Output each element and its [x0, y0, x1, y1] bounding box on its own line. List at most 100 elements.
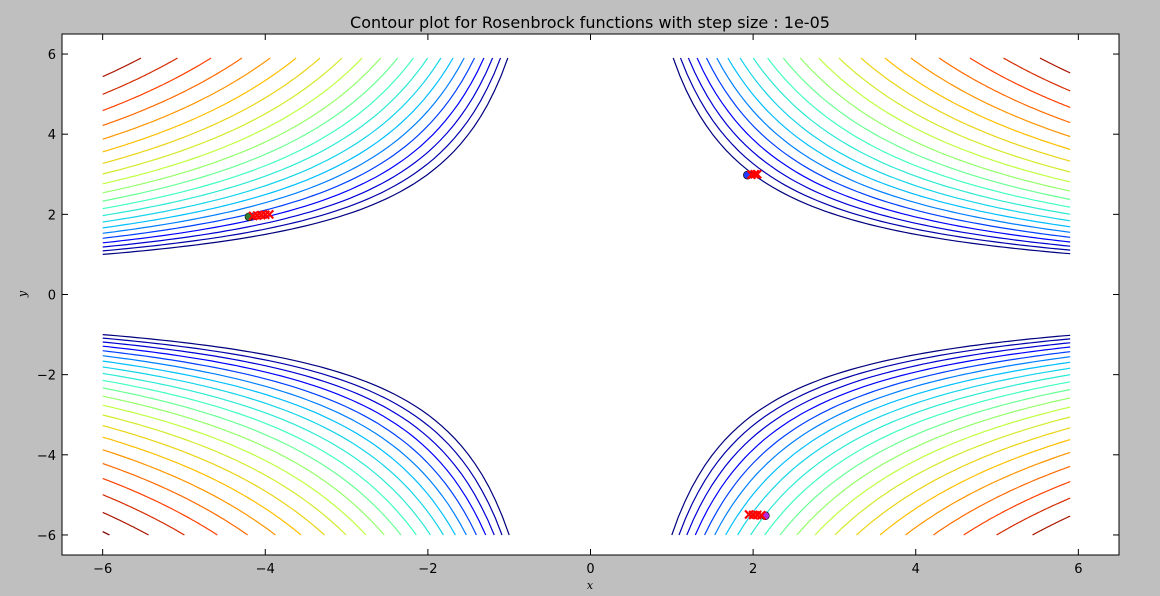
contour-line — [686, 342, 1071, 536]
contour-line — [102, 57, 243, 127]
y-tick-label: 6 — [48, 48, 56, 63]
y-tick-label: 2 — [48, 208, 56, 223]
contour-line — [799, 57, 1071, 192]
contour-line — [102, 57, 297, 153]
contour-line — [678, 338, 1071, 536]
contour-line — [879, 439, 1071, 536]
contour-line — [1032, 515, 1071, 536]
contour-line — [102, 404, 367, 536]
contour-line — [102, 57, 382, 194]
step-x-marker — [264, 209, 275, 220]
contour-line — [102, 360, 456, 536]
contour-line — [679, 57, 1071, 251]
contour-line — [818, 57, 1071, 183]
x-axis-label: x — [587, 579, 594, 592]
contour-line — [102, 494, 185, 536]
contour-line — [102, 531, 110, 536]
contour-lines — [102, 57, 1071, 536]
y-tick-label: −6 — [37, 529, 56, 544]
contour-line — [1039, 57, 1071, 74]
optimization-path-markers — [244, 169, 770, 521]
contour-line — [705, 57, 1071, 238]
contour-line — [1003, 57, 1071, 92]
y-tick-label: 4 — [48, 128, 56, 143]
contour-line — [782, 57, 1071, 201]
contour-line — [102, 57, 502, 252]
contour-line — [102, 355, 467, 536]
contour-line — [102, 57, 454, 229]
contour-line — [102, 57, 485, 244]
step-x-marker — [749, 169, 760, 180]
contour-line — [102, 57, 494, 248]
contour-line — [102, 57, 476, 239]
contour-line — [102, 436, 302, 536]
axis-ticks: −6 −4 −2 0 2 4 6 −6 −4 −2 0 2 4 6 — [37, 34, 1119, 577]
contour-line — [796, 397, 1071, 536]
contour-line — [737, 367, 1071, 536]
contour-line — [716, 57, 1071, 233]
contour-line — [752, 57, 1071, 215]
contour-line — [102, 449, 276, 536]
step-x-marker — [744, 509, 754, 520]
y-axis-label: y — [16, 290, 29, 298]
contour-line — [963, 481, 1071, 536]
contour-line — [860, 57, 1071, 162]
contour-line — [767, 57, 1071, 208]
contour-line — [102, 372, 431, 536]
contour-line — [102, 350, 477, 536]
contour-line — [905, 451, 1071, 536]
contour-line — [102, 57, 321, 164]
contour-line — [102, 379, 417, 536]
contour-line — [102, 477, 218, 536]
x-tick-label: −2 — [418, 562, 437, 577]
contour-line — [764, 381, 1071, 536]
contour-line — [102, 425, 325, 536]
contour-line — [102, 57, 414, 210]
contour-line — [102, 387, 402, 536]
contour-line — [996, 497, 1071, 536]
chart-title: Contour plot for Rosenbrock functions wi… — [350, 13, 830, 32]
contour-line — [102, 414, 347, 536]
x-tick-label: 4 — [912, 562, 920, 577]
contour-line — [687, 57, 1071, 247]
contour-line — [856, 427, 1071, 536]
y-tick-label: 0 — [48, 289, 56, 304]
contour-line — [938, 57, 1071, 124]
contour-line — [933, 465, 1071, 536]
contour-line — [102, 57, 212, 112]
contour-line — [838, 57, 1071, 173]
contour-line — [102, 341, 495, 536]
y-tick-label: −2 — [37, 369, 56, 384]
contour-line — [910, 57, 1071, 138]
contour-line — [672, 57, 1071, 255]
contour-line — [102, 57, 442, 223]
contour-line — [102, 57, 465, 234]
x-tick-label: 0 — [586, 562, 594, 577]
contour-line — [969, 57, 1071, 108]
contour-line — [102, 345, 487, 536]
contour-line — [884, 57, 1071, 150]
contour-line — [704, 351, 1071, 536]
contour-line — [727, 57, 1071, 228]
y-tick-label: −4 — [37, 449, 56, 464]
contour-line — [725, 361, 1071, 536]
contour-line — [671, 334, 1071, 536]
x-tick-label: 6 — [1074, 562, 1082, 577]
contour-line — [814, 406, 1071, 536]
contour-line — [102, 511, 149, 536]
contour-line — [750, 374, 1071, 536]
contour-line — [102, 57, 142, 78]
step-x-marker — [752, 169, 762, 180]
contour-line — [696, 57, 1071, 243]
contour-line — [739, 57, 1071, 222]
contour-line — [694, 346, 1071, 536]
plot-area — [61, 33, 1120, 556]
contour-line — [102, 57, 509, 255]
contour-line — [834, 416, 1071, 536]
contour-line — [102, 57, 399, 202]
contour-line — [102, 57, 363, 185]
contour-line — [779, 388, 1071, 536]
x-tick-label: 2 — [749, 562, 757, 577]
contour-line — [102, 395, 385, 536]
